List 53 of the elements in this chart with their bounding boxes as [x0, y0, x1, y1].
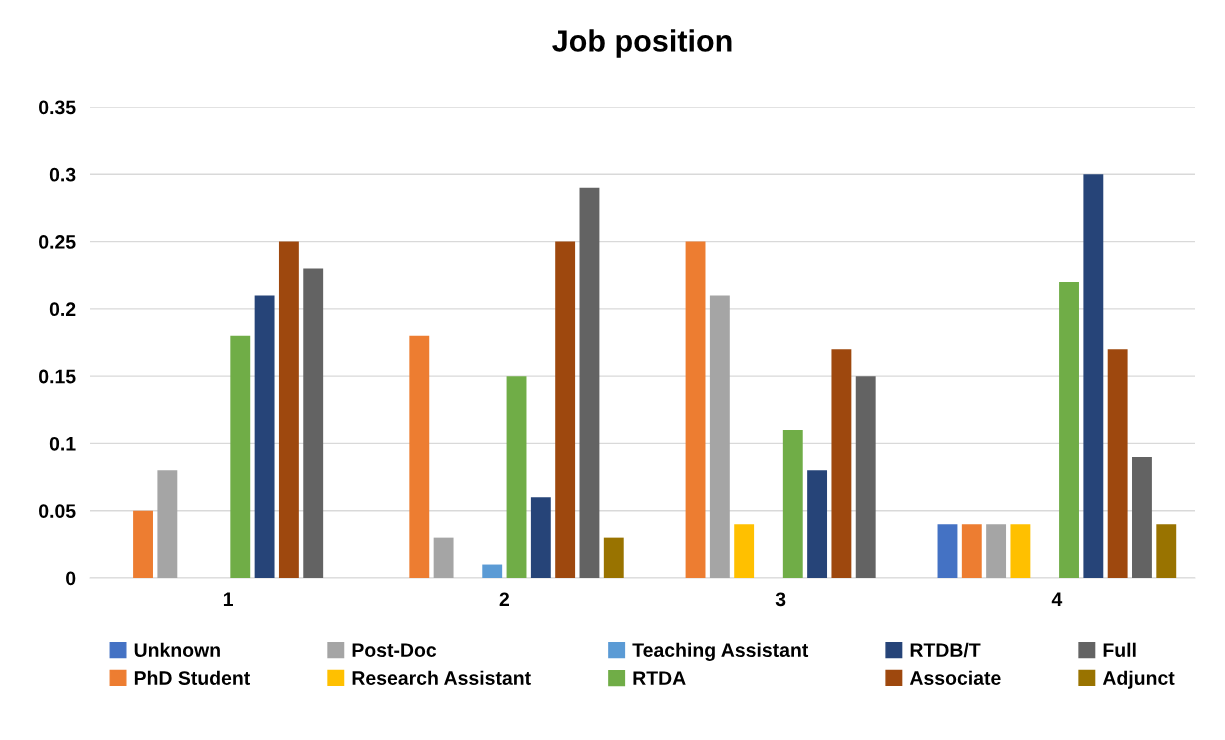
- bar: [1010, 524, 1031, 578]
- bar: [530, 497, 551, 578]
- legend-label: Post-Doc: [352, 643, 437, 657]
- legend-label: Unknown: [134, 642, 220, 657]
- bar: [1107, 349, 1128, 578]
- bar: [807, 470, 828, 578]
- bar: [1059, 281, 1079, 578]
- bar: [831, 349, 852, 578]
- bar: [1083, 174, 1104, 578]
- legend-label: Adjunct: [1102, 670, 1175, 689]
- legend-label: RTDA: [633, 671, 686, 685]
- bar: [1156, 524, 1177, 578]
- bar: [254, 295, 275, 578]
- bar: [603, 537, 624, 578]
- bar: [709, 295, 730, 578]
- bar: [133, 510, 153, 578]
- y-tick-label: 0.1: [49, 436, 76, 451]
- legend-label: RTDB/T: [910, 642, 981, 658]
- legend-label: Research Assistant: [352, 670, 531, 685]
- bar: [961, 524, 982, 578]
- bar: [230, 335, 251, 578]
- bar: [482, 564, 503, 578]
- bar: [278, 241, 299, 578]
- y-tick-label: 0: [66, 571, 76, 586]
- legend-label: PhD Student: [134, 670, 250, 685]
- bar: [303, 268, 324, 578]
- bar: [937, 524, 958, 578]
- bar: [433, 537, 454, 578]
- bar: [782, 429, 803, 578]
- y-tick-label: 0.05: [39, 504, 76, 518]
- y-tick-label: 0.35: [39, 100, 76, 115]
- bar: [855, 376, 876, 578]
- x-tick-label: 2: [499, 592, 509, 606]
- y-tick-label: 0.15: [39, 369, 76, 384]
- bar: [157, 470, 178, 578]
- bar: [734, 524, 755, 578]
- y-tick-label: 0.25: [39, 235, 76, 249]
- y-tick-label: 0.2: [49, 302, 76, 317]
- x-tick-label: 3: [775, 592, 786, 607]
- bar: [506, 376, 527, 578]
- legend-label: Full: [1103, 642, 1136, 657]
- bar: [579, 187, 600, 578]
- bar: [685, 241, 706, 578]
- bar: [555, 241, 576, 578]
- bar: [986, 524, 1007, 578]
- bar: [1132, 456, 1152, 578]
- chart-title: Job position: [552, 29, 732, 58]
- bar: [409, 335, 430, 578]
- y-tick-label: 0.3: [49, 167, 76, 182]
- x-tick-label: 1: [223, 592, 233, 606]
- x-tick-label: 4: [1051, 592, 1063, 606]
- legend-label: Teaching Assistant: [632, 642, 809, 661]
- legend-label: Associate: [909, 670, 1001, 685]
